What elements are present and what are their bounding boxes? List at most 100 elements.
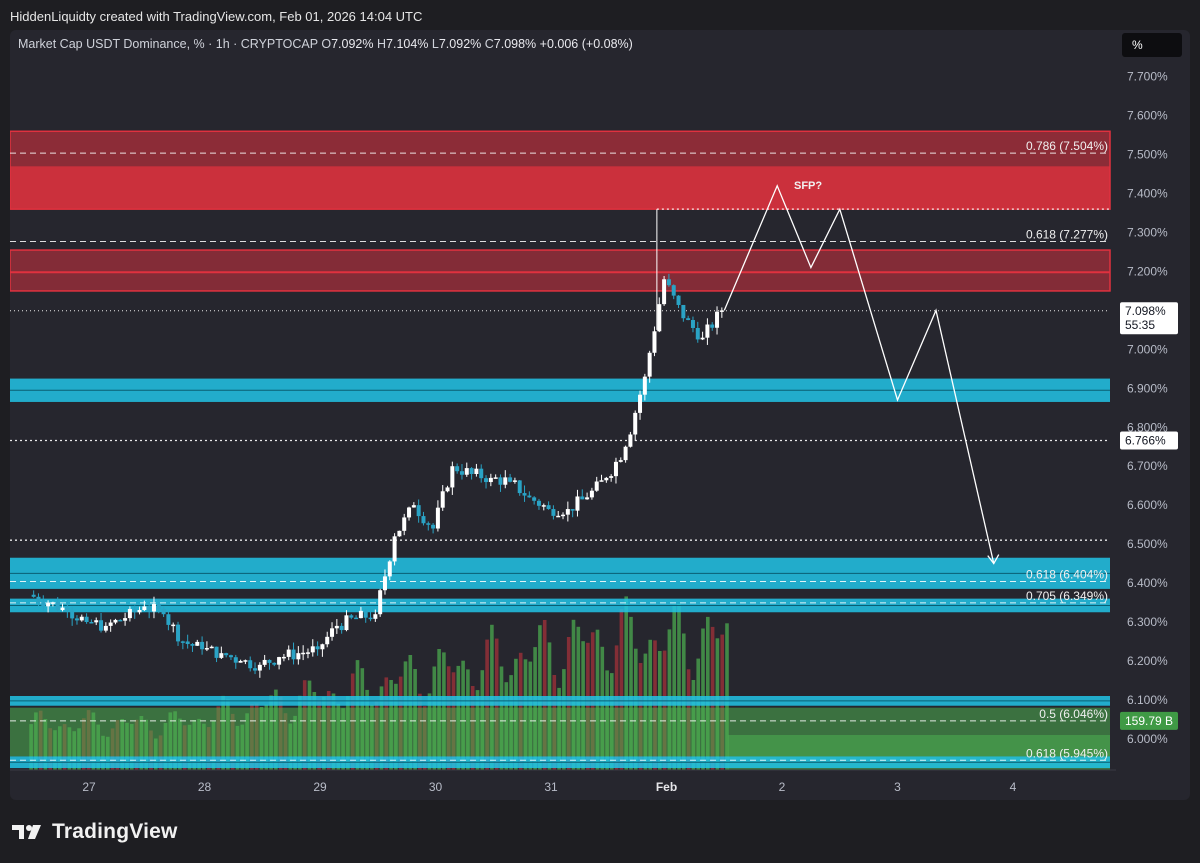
candle-body bbox=[493, 477, 498, 479]
bar-countdown: 55:35 bbox=[1125, 318, 1155, 332]
candle-body bbox=[142, 606, 147, 611]
chart-pane[interactable]: SFP? 7.700% 7.600% 7.500% 7.400% 7.300% 7.200… bbox=[10, 30, 1190, 800]
candle-body bbox=[334, 625, 339, 629]
candle-body bbox=[214, 646, 219, 658]
candle-body bbox=[686, 318, 691, 321]
volume-bar bbox=[586, 642, 590, 770]
candle-body bbox=[426, 523, 431, 525]
candle-body bbox=[657, 304, 662, 332]
candle-body bbox=[354, 617, 359, 620]
volume-bar bbox=[672, 604, 676, 770]
candle-body bbox=[484, 478, 489, 483]
unit-toggle-button[interactable]: % bbox=[1122, 33, 1182, 57]
candle-body bbox=[652, 331, 657, 353]
candle-body bbox=[671, 285, 676, 296]
volume-profile-zone bbox=[10, 707, 1110, 757]
candle-body bbox=[589, 490, 594, 498]
candle-body bbox=[305, 652, 310, 654]
candle-body bbox=[455, 466, 460, 472]
candle-body bbox=[118, 619, 123, 622]
candle-body bbox=[705, 324, 710, 338]
candle-body bbox=[99, 620, 104, 631]
candle-body bbox=[55, 602, 60, 611]
candle-body bbox=[320, 644, 325, 650]
candle-body bbox=[257, 664, 262, 671]
candle-body bbox=[65, 607, 70, 611]
candle-body bbox=[532, 497, 537, 501]
time-tick-label: 4 bbox=[1010, 780, 1017, 794]
last-price-tag bbox=[1120, 302, 1178, 335]
author-line: HiddenLiquidty created with TradingView.… bbox=[10, 9, 423, 24]
candle-body bbox=[561, 514, 566, 517]
candle-body bbox=[498, 477, 503, 485]
candle-body bbox=[695, 327, 700, 340]
price-tick-label: 6.300% bbox=[1127, 615, 1168, 629]
candle-body bbox=[349, 615, 354, 618]
candle-body bbox=[74, 618, 79, 621]
candle-body bbox=[628, 434, 633, 447]
candle-body bbox=[137, 610, 142, 613]
candle-body bbox=[310, 646, 315, 653]
candle-body bbox=[450, 466, 455, 488]
marked-price-label: 6.766% bbox=[1125, 434, 1166, 448]
high-value: 7.104% bbox=[386, 37, 429, 51]
volume-bar bbox=[677, 603, 681, 770]
price-chart[interactable]: SFP? 7.700% 7.600% 7.500% 7.400% 7.300% 7.200… bbox=[10, 30, 1190, 800]
candle-body bbox=[710, 324, 715, 328]
price-tick-label: 6.800% bbox=[1127, 420, 1168, 434]
time-tick-label: 3 bbox=[894, 780, 901, 794]
candle-body bbox=[204, 648, 209, 650]
fib-label: 0.786 (7.504%) bbox=[1026, 139, 1108, 153]
price-tick-label: 7.700% bbox=[1127, 70, 1168, 84]
low-value: 7.092% bbox=[438, 37, 482, 51]
candle-body bbox=[200, 641, 205, 650]
price-tick-label: 6.500% bbox=[1127, 537, 1168, 551]
price-tick-label: 6.400% bbox=[1127, 576, 1168, 590]
candle-body bbox=[190, 644, 195, 646]
candle-body bbox=[541, 505, 546, 507]
change-value: +0.006 (+0.08%) bbox=[539, 37, 633, 51]
time-tick-label: 31 bbox=[544, 780, 558, 794]
price-tick-label: 7.300% bbox=[1127, 226, 1168, 240]
open-label: O bbox=[321, 37, 332, 51]
candle-body bbox=[330, 628, 335, 637]
time-tick-label: 27 bbox=[82, 780, 96, 794]
candle-body bbox=[344, 615, 349, 631]
price-tick-label: 7.400% bbox=[1127, 187, 1168, 201]
price-tick-label: 6.000% bbox=[1127, 732, 1168, 746]
candle-body bbox=[84, 616, 89, 622]
candle-body bbox=[402, 517, 407, 531]
candle-body bbox=[108, 622, 113, 626]
candle-body bbox=[585, 497, 590, 500]
price-tick-label: 6.900% bbox=[1127, 381, 1168, 395]
volume-bar bbox=[571, 619, 576, 770]
candle-body bbox=[315, 646, 320, 650]
price-tick-label: 7.200% bbox=[1127, 264, 1168, 278]
tradingview-brand: TradingView bbox=[52, 820, 178, 843]
candle-body bbox=[435, 507, 440, 529]
candle-body bbox=[253, 668, 258, 671]
price-tick-label: 6.200% bbox=[1127, 654, 1168, 668]
candle-body bbox=[248, 660, 253, 669]
candle-body bbox=[378, 590, 383, 615]
candle-body bbox=[103, 625, 108, 631]
tradingview-logo[interactable]: TradingView bbox=[12, 820, 178, 844]
candle-body bbox=[676, 295, 681, 305]
low-label: L bbox=[431, 37, 439, 51]
candle-body bbox=[431, 524, 436, 529]
candle-body bbox=[123, 618, 128, 621]
candle-body bbox=[243, 660, 248, 662]
candles-layer bbox=[31, 209, 724, 678]
projection-path bbox=[723, 184, 995, 564]
volume-tag bbox=[1120, 711, 1178, 730]
resistance-zone-border bbox=[10, 249, 1111, 292]
candle-body bbox=[536, 500, 541, 506]
candle-body bbox=[580, 496, 585, 500]
candle-body bbox=[459, 471, 464, 475]
levels-layer bbox=[10, 152, 1110, 761]
candle-body bbox=[185, 641, 190, 645]
candle-body bbox=[166, 614, 171, 625]
volume-label: 159.79 B bbox=[1125, 714, 1173, 728]
candle-body bbox=[715, 311, 720, 328]
candle-body bbox=[397, 530, 402, 537]
